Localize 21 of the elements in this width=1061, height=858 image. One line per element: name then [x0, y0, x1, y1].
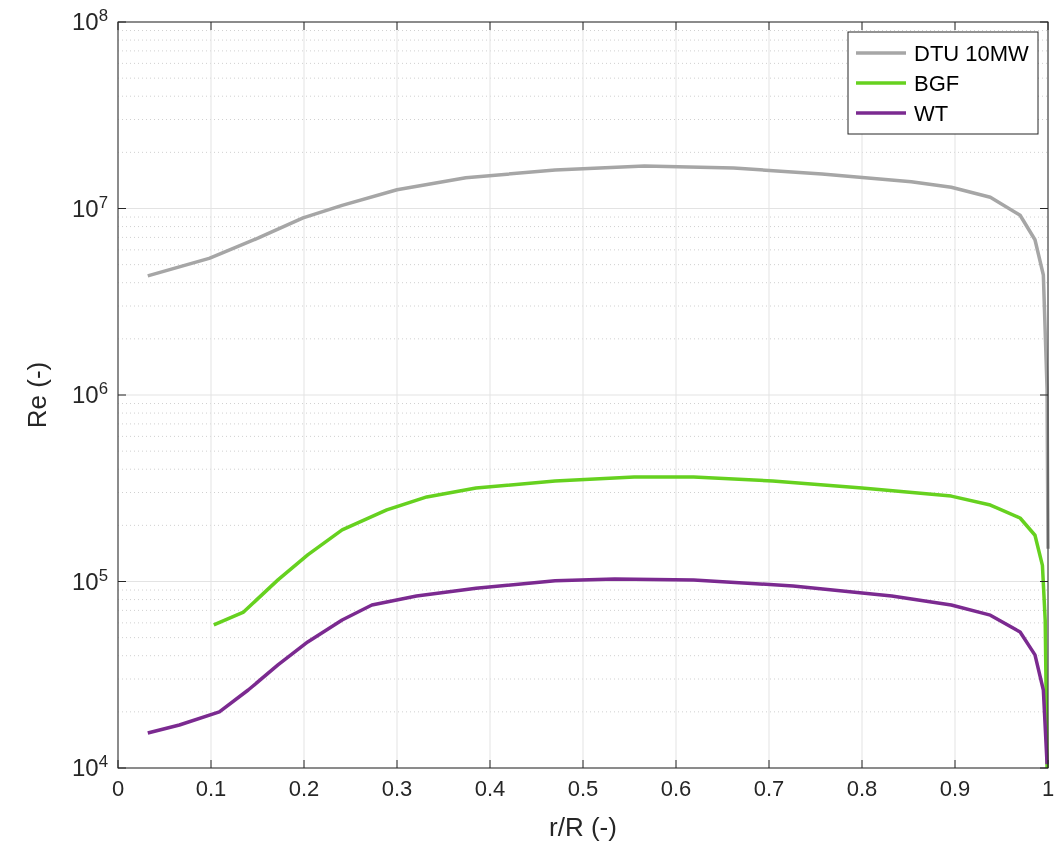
y-tick-label: 10$^{6}$	[71, 378, 108, 408]
x-tick-label: 0	[111, 776, 125, 801]
x-tick-label: 0.1	[195, 776, 227, 801]
x-tick-label: 0.6	[660, 776, 692, 801]
x-tick-label: 0.5	[567, 776, 599, 801]
y-tick-label: 10$^{5}$	[71, 565, 108, 595]
legend-label: BGF	[914, 71, 960, 96]
x-tick-label: 0.4	[474, 776, 506, 801]
x-tick-label: 0.9	[939, 776, 971, 801]
y-tick-label: 10$^{4}$	[71, 751, 108, 781]
x-tick-label: 0.3	[381, 776, 413, 801]
x-tick-label: 0.2	[288, 776, 320, 801]
x-axis-title: r/R (-)	[549, 812, 617, 842]
y-axis-title: Re (-)	[22, 361, 52, 429]
legend-label: WT	[914, 101, 949, 126]
x-tick-label: 0.7	[753, 776, 785, 801]
y-tick-label: 10$^{8}$	[71, 5, 108, 35]
x-tick-label: 0.8	[846, 776, 878, 801]
y-tick-label: 10$^{7}$	[71, 192, 108, 222]
x-tick-label: 1	[1041, 776, 1055, 801]
legend-label: DTU 10MW	[914, 41, 1030, 66]
